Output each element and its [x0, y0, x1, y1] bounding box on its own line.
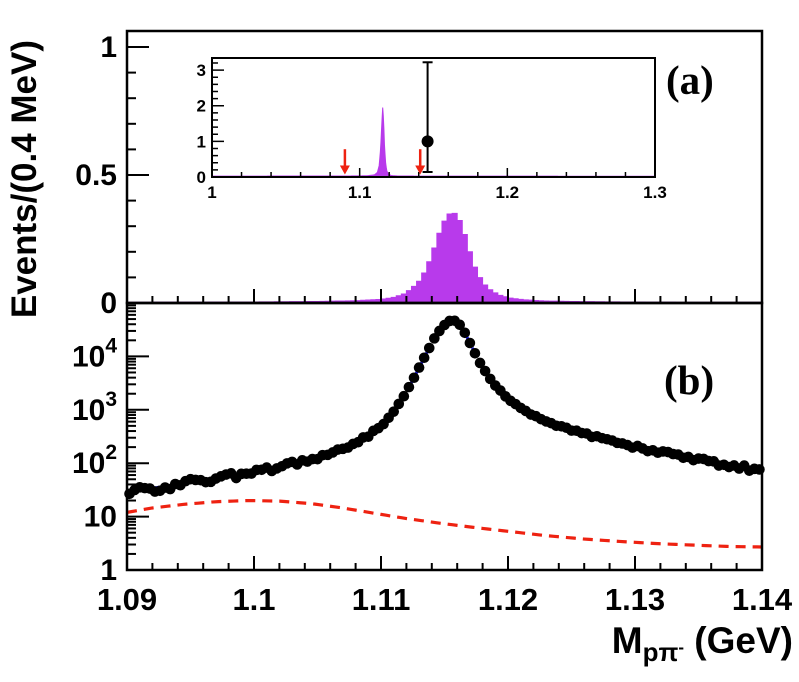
data-point-marker [479, 365, 491, 377]
y-axis-title-text: Events/(0.4 MeV) [5, 39, 44, 319]
data-point-marker [403, 381, 415, 393]
panel-b-y-tick-label: 103 [72, 388, 117, 427]
panel-b-frame [125, 301, 764, 572]
panel-b-label: (b) [664, 357, 715, 403]
inset-data-marker [421, 135, 434, 148]
background-fit-curve [126, 498, 763, 549]
signal-mc-histogram [126, 212, 763, 304]
data-point-marker [429, 333, 440, 344]
inset-range-arrow [415, 149, 426, 175]
panel-a-y-tick-label: 1 [100, 31, 117, 64]
data-point-marker [398, 390, 410, 402]
x-axis-tick-labels: 1.09 1.1 1.11 1.12 1.13 1.14 [97, 582, 793, 617]
panel-b-y-tick-label: 1 [100, 554, 117, 587]
inset-x-tick-label: 1 [207, 183, 216, 202]
panel-b-y-tick-label: 10 [84, 501, 117, 534]
data-point-marker [393, 398, 405, 410]
x-axis-title-prefix: M [611, 620, 643, 661]
x-axis-tick-label: 1.14 [732, 582, 793, 617]
x-axis-tick-label: 1.11 [352, 582, 411, 617]
inset-frame [211, 57, 656, 178]
panel-b-data-points [124, 315, 765, 500]
arrow-head-icon [339, 165, 350, 175]
x-axis-title-subscript: pπ- [642, 637, 685, 667]
x-axis-title-suffix: (GeV) [684, 620, 793, 661]
data-point-marker [454, 319, 466, 331]
data-point-marker [469, 347, 481, 359]
total-fit-curve [126, 318, 763, 493]
panel-b-y-tick-label: 102 [72, 441, 117, 480]
panel-a-y-tick-label: 0.5 [75, 159, 117, 192]
inset-x-tick-label: 1.3 [643, 183, 667, 202]
panel-a-y-tick-label: 0 [100, 287, 117, 320]
x-axis-title: Mpπ- (GeV) [612, 620, 793, 668]
data-point-marker [474, 357, 486, 369]
x-axis-tick-label: 1.1 [232, 582, 275, 617]
inset-x-tick-label: 1.1 [348, 183, 372, 202]
inset-y-tick-label: 2 [197, 97, 206, 116]
panel-b-background-curve [126, 498, 763, 549]
x-axis-tick-label: 1.12 [478, 582, 538, 617]
inset-data-point [421, 61, 434, 174]
inset-range-arrow [339, 149, 350, 175]
panel-b-y-tick-label: 104 [72, 334, 117, 373]
data-point-marker [464, 337, 476, 349]
panel-b-y-ticks [127, 304, 149, 571]
panel-a-label: (a) [666, 57, 714, 103]
inset-y-tick-label: 3 [197, 61, 206, 80]
panel-a-histogram [126, 212, 763, 304]
x-axis-ticks [126, 289, 763, 570]
arrow-head-icon [415, 165, 426, 175]
data-point-marker [408, 372, 420, 384]
panel-a-y-tick-labels: 00.51 [75, 31, 117, 320]
panel-a-y-ticks [127, 46, 149, 304]
inset-x-tick-label: 1.2 [496, 183, 520, 202]
x-axis-tick-label: 1.13 [605, 582, 665, 617]
inset-y-tick-label: 0 [197, 168, 206, 187]
data-point-marker [388, 406, 400, 417]
inset-y-tick-label: 1 [197, 132, 206, 151]
y-axis-title: Events/(0.4 MeV) [2, 18, 48, 340]
x-axis-title-superscript-minus: - [678, 638, 685, 657]
data-point-marker [459, 327, 471, 339]
x-axis-tick-label: 1.09 [97, 582, 157, 617]
data-point-marker [418, 352, 430, 364]
panel-b-y-tick-labels: 1 10 102 103 104 [72, 334, 117, 587]
panel-b-fit-curve [126, 318, 763, 493]
data-point-marker [423, 342, 435, 354]
panel-frames [125, 29, 764, 572]
data-point-marker [413, 362, 425, 373]
